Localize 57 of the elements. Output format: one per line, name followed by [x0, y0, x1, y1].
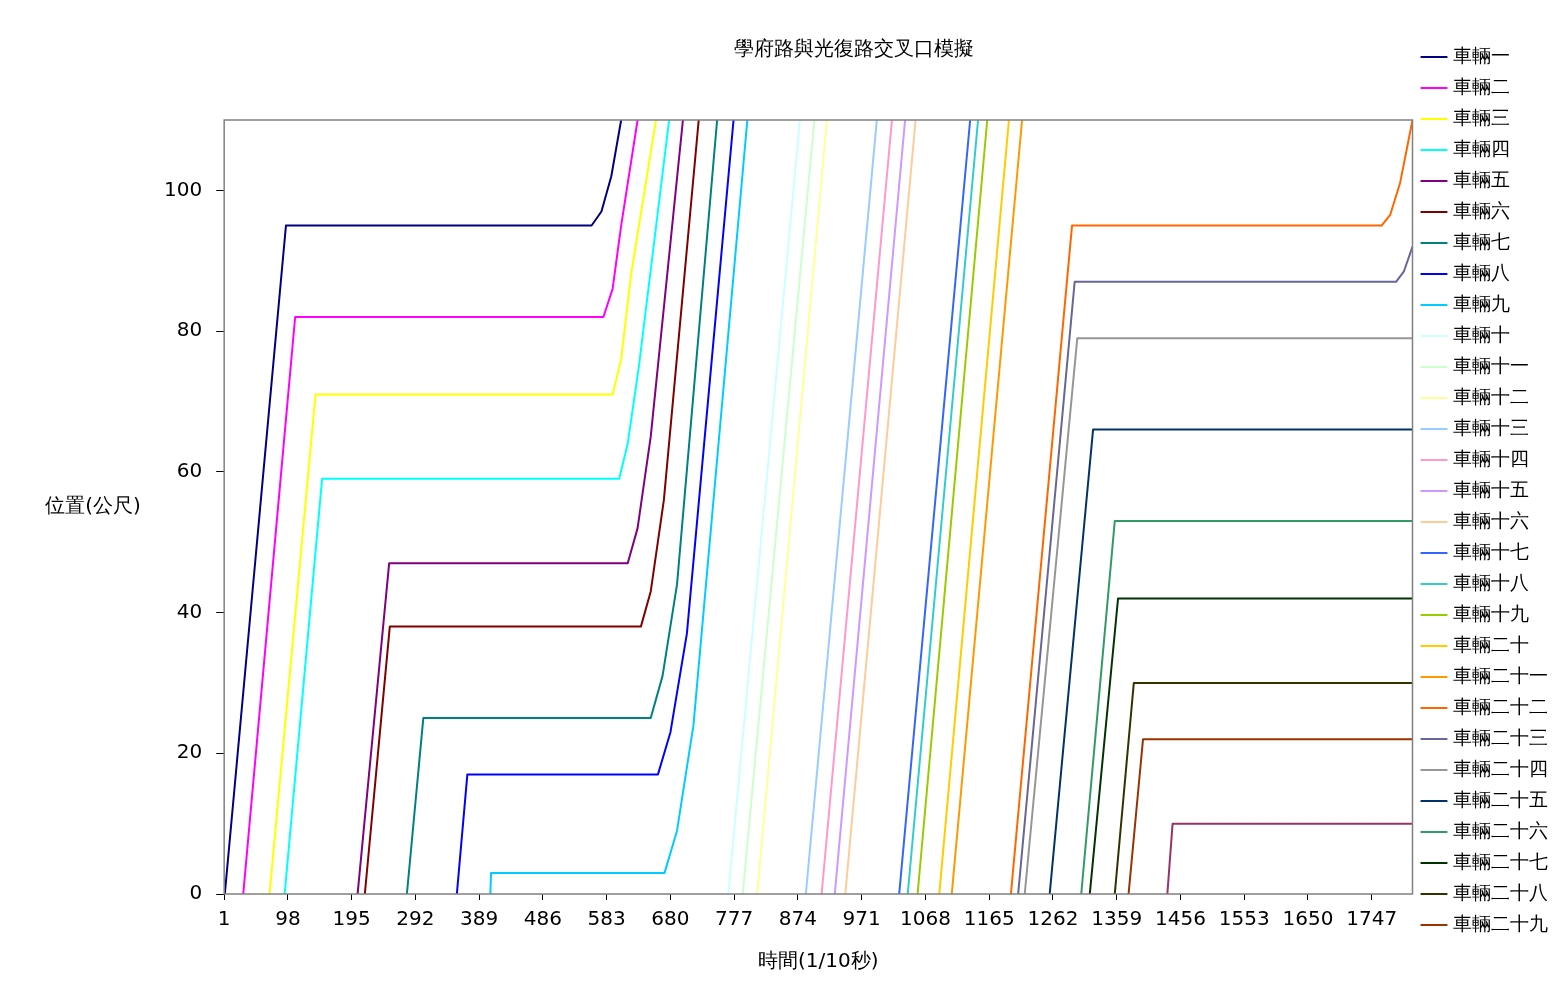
legend-label: 車輛二十三: [1453, 725, 1548, 748]
legend-label: 車輛二十六: [1453, 818, 1548, 841]
x-tick-label: 583: [587, 906, 626, 931]
chart-title: 學府路與光復路交叉口模擬: [734, 36, 974, 61]
x-tick-label: 777: [715, 906, 754, 931]
x-tick-label: 1747: [1346, 906, 1398, 931]
x-axis-title: 時間(1/10秒): [758, 948, 879, 973]
legend-label: 車輛十: [1453, 322, 1510, 345]
legend-label: 車輛十八: [1453, 570, 1529, 593]
legend-label: 車輛十九: [1453, 601, 1529, 624]
legend-label: 車輛二十: [1453, 632, 1529, 655]
legend-label: 車輛十二: [1453, 384, 1529, 407]
x-tick-label: 1650: [1282, 906, 1334, 931]
legend-label: 車輛一: [1453, 43, 1510, 66]
legend-label: 車輛七: [1453, 229, 1510, 252]
x-tick-label: 1165: [963, 906, 1015, 931]
x-tick-label: 874: [778, 906, 818, 931]
legend-label: 車輛十六: [1453, 508, 1529, 531]
legend-label: 車輛二十九: [1453, 911, 1548, 934]
x-tick-label: 389: [460, 906, 499, 931]
y-tick-label: 20: [176, 739, 203, 764]
x-tick-label: 1553: [1218, 906, 1270, 931]
legend-label: 車輛八: [1453, 260, 1510, 283]
legend-label: 車輛四: [1453, 136, 1510, 159]
x-tick-label: 1456: [1155, 906, 1206, 931]
legend-label: 車輛二十四: [1453, 756, 1548, 779]
x-tick-label: 292: [396, 906, 435, 931]
x-tick-label: 1262: [1027, 906, 1079, 931]
legend-label: 車輛十一: [1453, 353, 1529, 376]
legend-label: 車輛二十八: [1453, 880, 1548, 903]
legend-label: 車輛二十七: [1453, 849, 1548, 872]
legend-label: 車輛三: [1453, 105, 1510, 128]
y-tick-label: 0: [189, 880, 203, 905]
legend-label: 車輛二十五: [1453, 787, 1548, 810]
x-tick-label: 1068: [900, 906, 951, 931]
y-tick-label: 80: [176, 317, 203, 342]
x-tick-label: 1: [217, 906, 231, 931]
x-tick-label: 680: [651, 906, 690, 931]
y-tick-label: 60: [176, 458, 203, 483]
legend-label: 車輛五: [1453, 167, 1510, 190]
legend-label: 車輛二: [1453, 74, 1510, 97]
x-tick-label: 195: [332, 906, 371, 931]
legend-label: 車輛十三: [1453, 415, 1529, 438]
y-tick-label: 100: [163, 176, 203, 201]
legend-label: 車輛二十一: [1453, 663, 1548, 686]
x-tick-label: 486: [523, 906, 563, 931]
legend-label: 車輛六: [1453, 198, 1510, 221]
legend-label: 車輛二十二: [1453, 694, 1548, 717]
y-tick-label: 40: [176, 598, 203, 623]
legend-label: 車輛九: [1453, 291, 1510, 314]
legend-label: 車輛十五: [1453, 477, 1529, 500]
x-tick-label: 98: [275, 906, 301, 931]
x-tick-label: 1359: [1091, 906, 1143, 931]
legend-label: 車輛十七: [1453, 539, 1529, 562]
y-axis-title: 位置(公尺): [45, 493, 141, 518]
x-tick-label: 971: [842, 906, 881, 931]
legend-label: 車輛十四: [1453, 446, 1529, 469]
